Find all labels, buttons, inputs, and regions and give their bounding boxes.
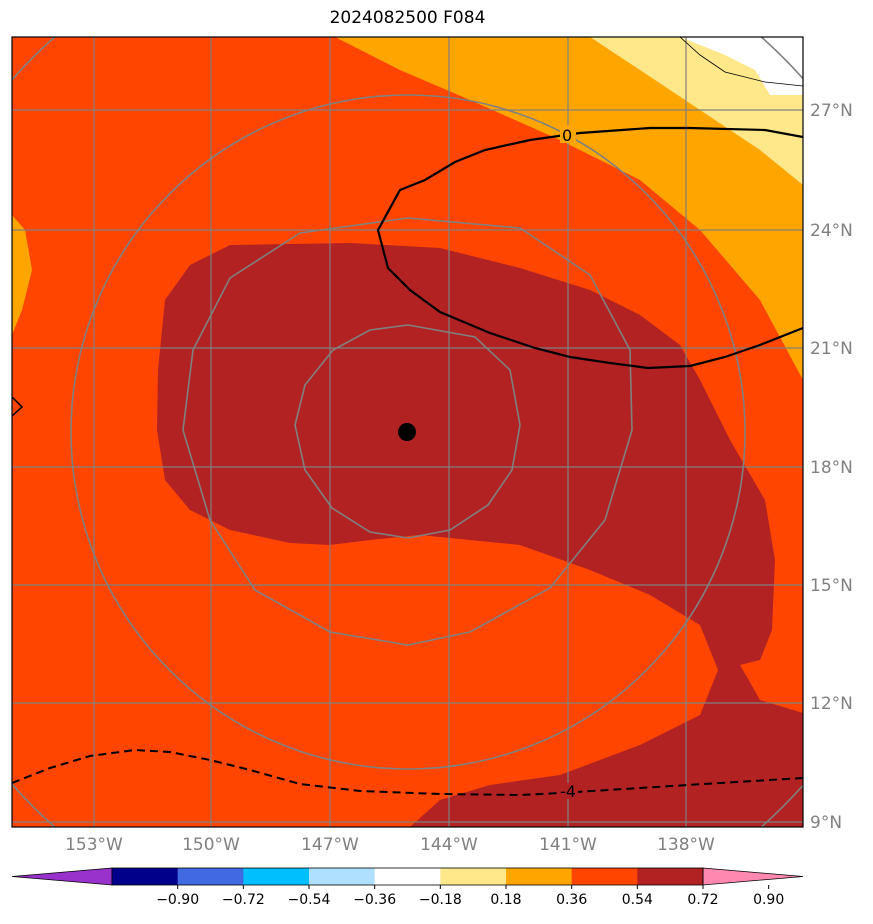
colorbar-segment <box>309 868 376 885</box>
colorbar: −0.90 −0.72 −0.54 −0.36 −0.18 0.18 0.36 0.54 0.7… <box>11 867 804 908</box>
range-ring-3 <box>70 94 746 770</box>
colorbar-segment <box>374 868 441 885</box>
fill-level-090-core <box>157 243 803 827</box>
range-ring-1 <box>294 324 521 539</box>
contour-label-minus4-bg <box>560 783 578 799</box>
colorbar-segment <box>177 868 244 885</box>
colorbar-tick-label: 0.72 <box>687 892 718 908</box>
contour-zero <box>376 126 803 370</box>
colorbar-tick-label: 0.90 <box>753 892 784 908</box>
colorbar-segment <box>571 868 638 885</box>
contour-minus-4 <box>12 748 803 797</box>
colorbar-extend-low <box>11 867 113 886</box>
colorbar-segment <box>637 868 704 885</box>
colorbar-outline <box>111 867 704 886</box>
storm-center-marker <box>398 423 416 441</box>
colorbar-tick-label: −0.72 <box>222 892 265 908</box>
colorbar-segment <box>243 868 310 885</box>
colorbar-tick-label: 0.18 <box>490 892 521 908</box>
map-border <box>11 36 804 828</box>
lat-tick-label: 27°N <box>810 101 853 121</box>
coastline <box>679 37 803 87</box>
colorbar-tick-label: −0.90 <box>156 892 199 908</box>
lon-tick-label: 147°W <box>301 835 359 855</box>
lat-tick-label: 18°N <box>810 458 853 478</box>
colorbar-tick-label: 0.54 <box>622 892 653 908</box>
colorbar-segment <box>506 868 573 885</box>
lat-tick-label: 21°N <box>810 339 853 359</box>
colorbar-segment <box>112 868 179 885</box>
lon-tick-label: 144°W <box>420 835 478 855</box>
lon-tick-label: 153°W <box>65 835 123 855</box>
colorbar-segment <box>440 868 507 885</box>
lon-tick-label: 138°W <box>657 835 715 855</box>
colorbar-tick-label: −0.36 <box>353 892 396 908</box>
lat-tick-label: 12°N <box>810 694 853 714</box>
lon-tick-labels: 153°W 150°W 147°W 144°W 141°W 138°W <box>65 835 715 855</box>
graticule <box>12 37 803 827</box>
map-title: 2024082500 F084 <box>329 8 486 28</box>
lat-tick-label: 24°N <box>810 221 853 241</box>
colorbar-tick-label: −0.18 <box>419 892 462 908</box>
contour-label-minus4: -4 <box>560 782 576 801</box>
lat-tick-labels: 27°N 24°N 21°N 18°N 15°N 12°N 9°N <box>810 101 853 833</box>
coastline-west <box>12 396 24 417</box>
colorbar-extend-high <box>702 867 804 886</box>
contour-label-zero: 0 <box>562 126 572 145</box>
fill-level-036 <box>590 37 803 185</box>
fill-level-054-west <box>12 215 32 335</box>
colorbar-tick-label: −0.54 <box>288 892 331 908</box>
contour-label-zero-bg <box>560 125 576 143</box>
colorbar-tick-label: 0.36 <box>556 892 587 908</box>
lon-tick-label: 141°W <box>539 835 597 855</box>
lat-tick-label: 15°N <box>810 576 853 596</box>
range-ring-2 <box>182 217 633 646</box>
lon-tick-label: 150°W <box>182 835 240 855</box>
fill-level-018 <box>680 37 803 95</box>
lat-tick-label: 9°N <box>810 813 842 833</box>
